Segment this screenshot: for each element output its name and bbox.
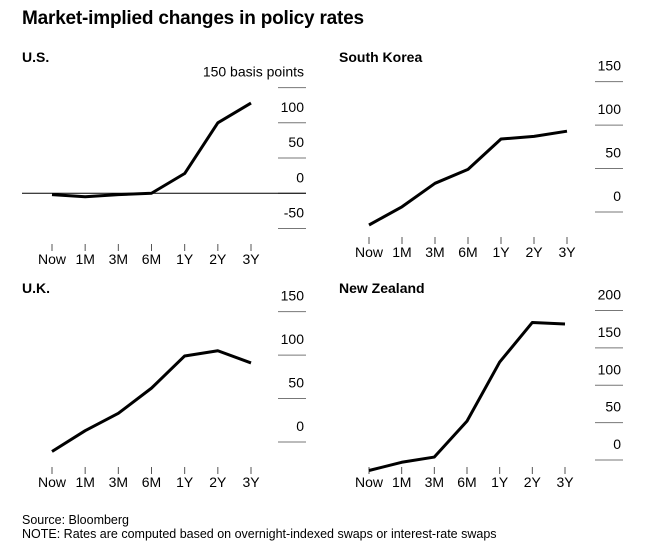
x-tick-label: 3M — [109, 251, 128, 267]
x-tick-label: Now — [38, 474, 67, 490]
y-tick-label: 150 — [598, 324, 622, 340]
chart-panel-south-korea: South Korea 150 100 50 0 Now 1M 3M 6M 1Y 2Y 3Y — [339, 49, 623, 260]
y-tick-label: 50 — [288, 134, 304, 150]
series-line — [368, 320, 566, 472]
x-tick-label: 2Y — [524, 474, 542, 490]
x-tick-label: 2Y — [209, 474, 227, 490]
y-tick-label: 150 — [598, 58, 622, 74]
page-title: Market-implied changes in policy rates — [22, 8, 364, 29]
y-tick-label: 0 — [296, 169, 304, 185]
y-tick-label: 100 — [281, 331, 305, 347]
chart-title: South Korea — [339, 49, 422, 65]
x-tick-label: 6M — [457, 474, 476, 490]
x-tick-label: 1Y — [176, 251, 194, 267]
x-tick-label: 6M — [142, 474, 161, 490]
source-note: Source: Bloomberg — [22, 513, 130, 527]
y-tick-label: 150 basis points — [203, 64, 304, 80]
chart-title: U.K. — [22, 280, 50, 296]
chart-title: U.S. — [22, 49, 49, 65]
y-tick-label: 0 — [613, 436, 621, 452]
x-tick-label: 1M — [392, 244, 411, 260]
chart-panel-us: U.S. 150 basis points 100 50 0 -50 Now 1M 3M 6M 1Y… — [22, 49, 306, 267]
x-tick-label: 1Y — [176, 474, 194, 490]
x-tick-label: 1Y — [491, 474, 509, 490]
x-tick-label: 1M — [392, 474, 411, 490]
series-line — [368, 129, 568, 227]
x-tick-label: 6M — [142, 251, 161, 267]
x-tick-label: 3Y — [558, 244, 576, 260]
x-tick-label: 3M — [425, 244, 444, 260]
x-tick-label: 6M — [458, 244, 477, 260]
x-tick-label: 3Y — [242, 251, 260, 267]
x-tick-label: Now — [38, 251, 67, 267]
x-tick-label: 1Y — [492, 244, 510, 260]
y-tick-label: 100 — [281, 99, 305, 115]
series-line — [51, 349, 252, 453]
y-tick-label: 0 — [296, 418, 304, 434]
x-tick-label: Now — [355, 244, 384, 260]
x-tick-label: 2Y — [525, 244, 543, 260]
y-tick-label: 100 — [598, 361, 622, 377]
y-tick-label: 50 — [605, 145, 621, 161]
x-tick-label: 1M — [75, 251, 94, 267]
y-tick-label: 100 — [598, 101, 622, 117]
chart-panel-uk: U.K. 150 100 50 0 Now 1M 3M 6M 1Y 2Y 3Y — [22, 280, 306, 490]
chart-panel-new-zealand: New Zealand 200 150 100 50 0 Now 1M 3M 6M 1Y 2Y 3Y — [339, 280, 623, 490]
x-tick-label: 3Y — [556, 474, 574, 490]
x-tick-label: Now — [355, 474, 384, 490]
x-tick-label: 1M — [75, 474, 94, 490]
methodology-note: NOTE: Rates are computed based on overni… — [22, 527, 497, 541]
x-tick-label: 3Y — [242, 474, 260, 490]
y-tick-label: 0 — [613, 188, 621, 204]
x-tick-label: 3M — [425, 474, 444, 490]
chart-title: New Zealand — [339, 280, 425, 296]
y-tick-label: 200 — [598, 286, 622, 302]
x-tick-label: 2Y — [209, 251, 227, 267]
series-line — [51, 101, 252, 199]
y-tick-label: 50 — [288, 375, 304, 391]
y-tick-label: 50 — [605, 399, 621, 415]
y-tick-label: -50 — [284, 204, 304, 220]
y-tick-label: 150 — [281, 288, 305, 304]
x-tick-label: 3M — [109, 474, 128, 490]
